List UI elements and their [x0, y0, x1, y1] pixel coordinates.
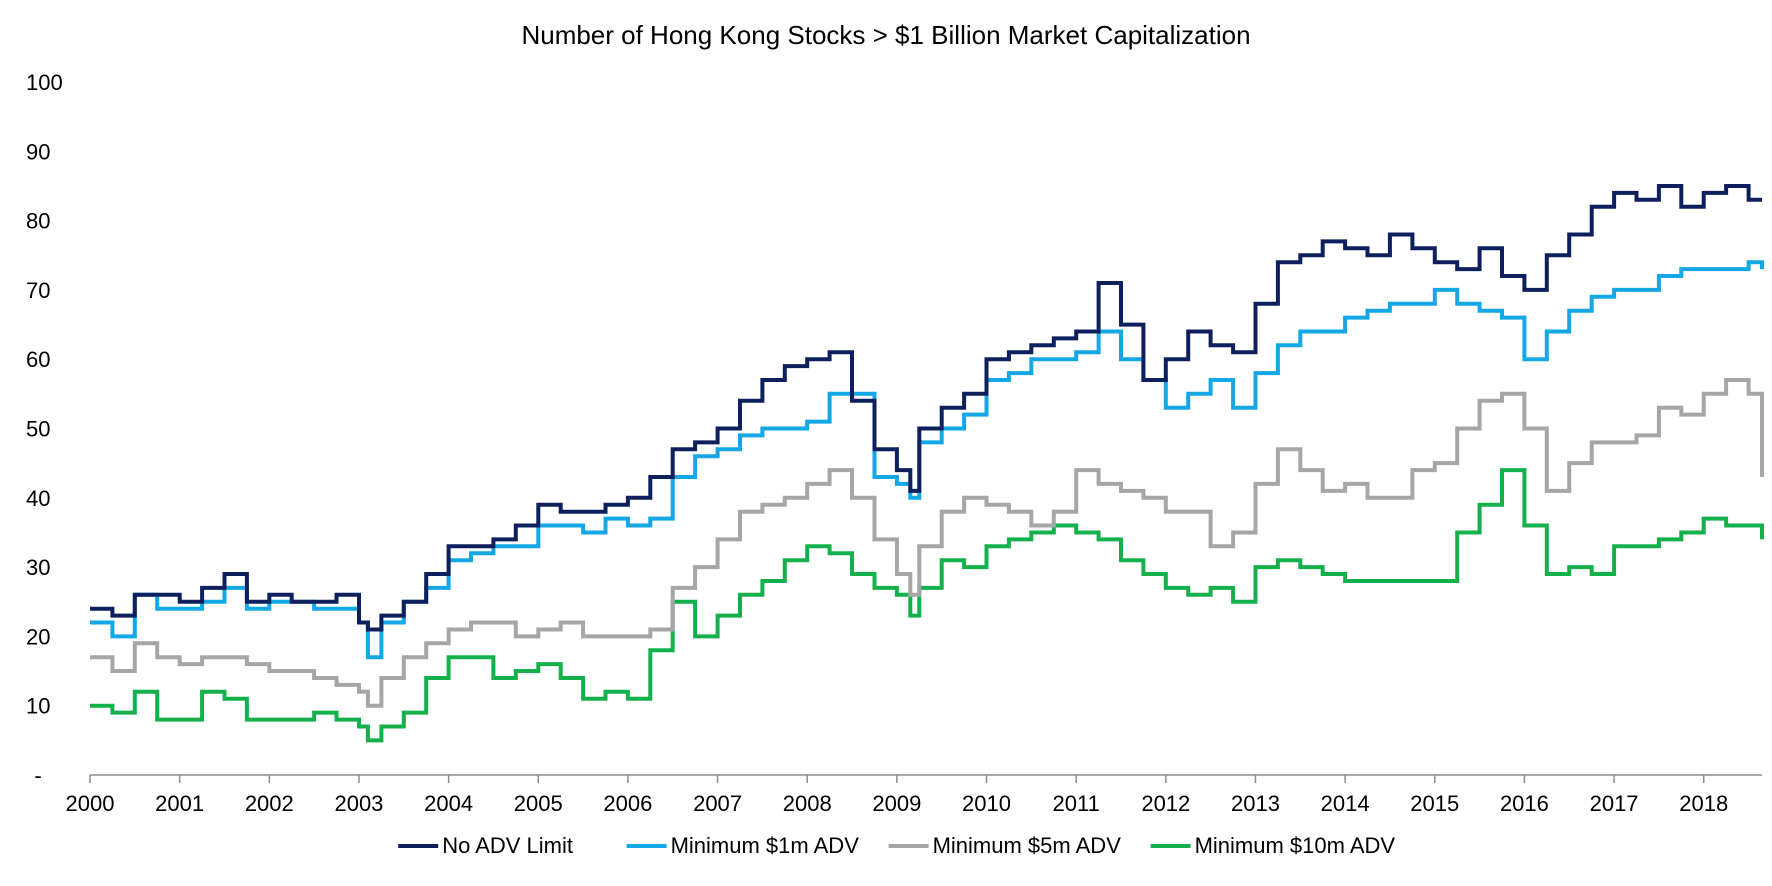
y-tick-label: 30: [26, 555, 50, 580]
plot-area: [90, 184, 1764, 743]
x-tick-label: 2005: [514, 791, 563, 816]
x-tick-label: 2012: [1141, 791, 1190, 816]
x-tick-label: 2002: [245, 791, 294, 816]
x-tick-label: 2009: [872, 791, 921, 816]
x-tick-label: 2013: [1231, 791, 1280, 816]
y-tick-label: 100: [26, 70, 63, 95]
x-tick-label: 2016: [1500, 791, 1549, 816]
x-tick-label: 2006: [603, 791, 652, 816]
y-tick-label: -: [34, 763, 41, 788]
y-tick-label: 90: [26, 139, 50, 164]
x-tick-label: 2007: [693, 791, 742, 816]
x-tick-label: 2018: [1679, 791, 1728, 816]
legend-label: No ADV Limit: [442, 833, 573, 858]
x-tick-label: 2017: [1590, 791, 1639, 816]
y-tick-label: 20: [26, 624, 50, 649]
x-tick-label: 2004: [424, 791, 473, 816]
chart-title: Number of Hong Kong Stocks > $1 Billion …: [521, 20, 1250, 50]
series-line: [90, 468, 1764, 743]
legend-label: Minimum $5m ADV: [933, 833, 1122, 858]
x-tick-label: 2003: [334, 791, 383, 816]
x-tick-label: 2008: [783, 791, 832, 816]
series-line: [90, 184, 1762, 632]
y-tick-label: 70: [26, 278, 50, 303]
x-tick-label: 2014: [1321, 791, 1370, 816]
x-tick-label: 2015: [1410, 791, 1459, 816]
legend-label: Minimum $10m ADV: [1195, 833, 1396, 858]
legend-label: Minimum $1m ADV: [671, 833, 860, 858]
x-tick-label: 2000: [66, 791, 115, 816]
y-tick-label: 40: [26, 486, 50, 511]
x-tick-label: 2011: [1053, 791, 1100, 816]
x-tick-label: 2010: [962, 791, 1011, 816]
y-tick-label: 10: [26, 694, 50, 719]
y-axis: - 10 20 30 40 50 60 70 80 90 100: [26, 70, 63, 788]
y-tick-label: 50: [26, 417, 50, 442]
series-line: [90, 260, 1764, 660]
x-axis: 2000 2001 2002 2003 2004 2005 2006 2007 2008 2009…: [66, 774, 1762, 816]
y-tick-label: 80: [26, 209, 50, 234]
legend: No ADV Limit Minimum $1m ADV Minimum $5m A…: [398, 833, 1395, 858]
series-line: [90, 378, 1764, 708]
x-tick-label: 2001: [155, 791, 204, 816]
y-tick-label: 60: [26, 347, 50, 372]
